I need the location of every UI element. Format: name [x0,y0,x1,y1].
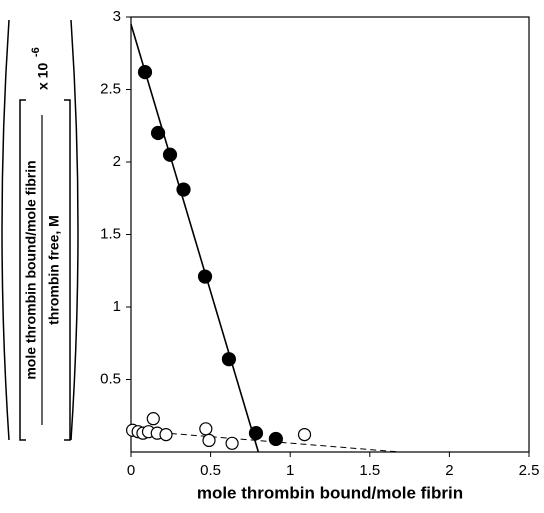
y-label-multiplier: x 10 [35,63,51,90]
x-tick-label: 0 [127,462,135,479]
filled-point [248,426,264,441]
open-point [202,433,216,447]
bracket-right [64,99,71,441]
y-axis-label: mole thrombin bound/mole fibrin thrombin… [1,19,79,441]
y-tick-label: 1 [113,298,121,315]
fit-line [130,24,260,453]
y-tick-label: 1.5 [100,225,121,242]
x-tick-label: 2.5 [519,462,540,479]
filled-point [221,352,237,367]
open-point [297,428,312,442]
filled-point [150,125,166,141]
plot-frame [130,16,530,453]
fit-line [130,429,401,453]
paren-right [70,19,79,441]
open-point [225,436,239,450]
open-point [199,422,213,436]
x-tick-label: 0.5 [200,462,221,479]
x-tick-label: 1 [286,462,294,479]
y-tick-label: 3 [113,8,121,25]
x-tick-label: 1.5 [359,462,380,479]
filled-point [268,431,283,447]
y-tick-label: 0.5 [100,370,121,387]
paren-left [1,19,10,441]
x-tick-label: 2 [445,462,453,479]
filled-point [162,147,178,162]
filled-point [197,269,213,284]
filled-point [176,182,191,197]
y-tick-label: 2.5 [100,80,121,97]
open-point [146,412,160,426]
y-label-numerator: mole thrombin bound/mole fibrin [23,160,39,379]
bracket-left [19,99,26,441]
open-point [159,428,173,442]
filled-point [137,64,153,80]
y-tick-label: 2 [113,153,121,170]
y-label-exponent: -6 [30,47,42,57]
y-label-denominator: thrombin free, M [46,215,62,325]
x-axis-label: mole thrombin bound/mole fibrin [197,483,463,502]
